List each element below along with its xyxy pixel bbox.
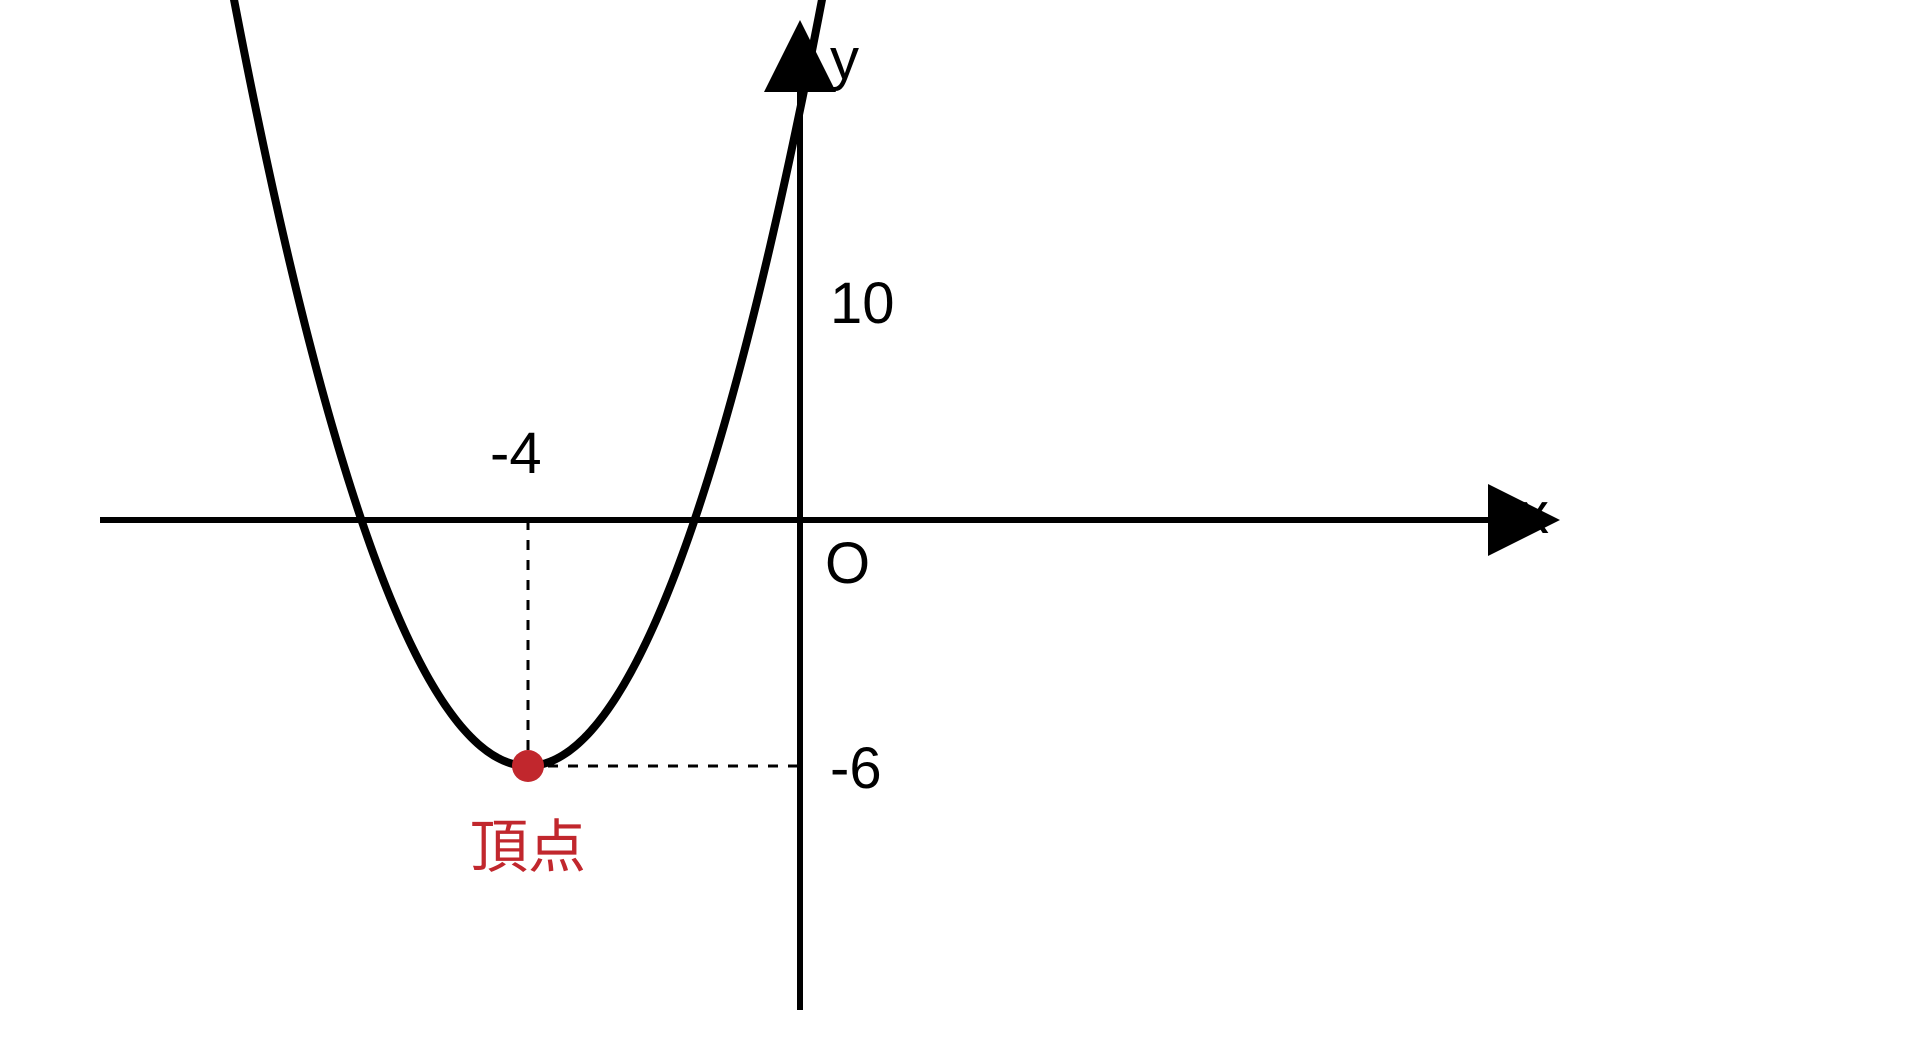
vertex-x-label: -4	[490, 420, 542, 487]
y-intercept-label: 10	[830, 270, 895, 337]
origin-label: O	[825, 530, 870, 597]
vertex-point	[512, 750, 544, 782]
vertex-y-label: -6	[830, 735, 882, 802]
parabola-curve	[202, 0, 851, 766]
x-axis-label: x	[1520, 480, 1549, 547]
chart-svg	[0, 0, 1920, 1048]
vertex-text-label: 頂点	[470, 800, 586, 884]
parabola-chart: y x O 10 -4 -6 頂点	[0, 0, 1920, 1048]
y-axis-label: y	[830, 26, 859, 93]
